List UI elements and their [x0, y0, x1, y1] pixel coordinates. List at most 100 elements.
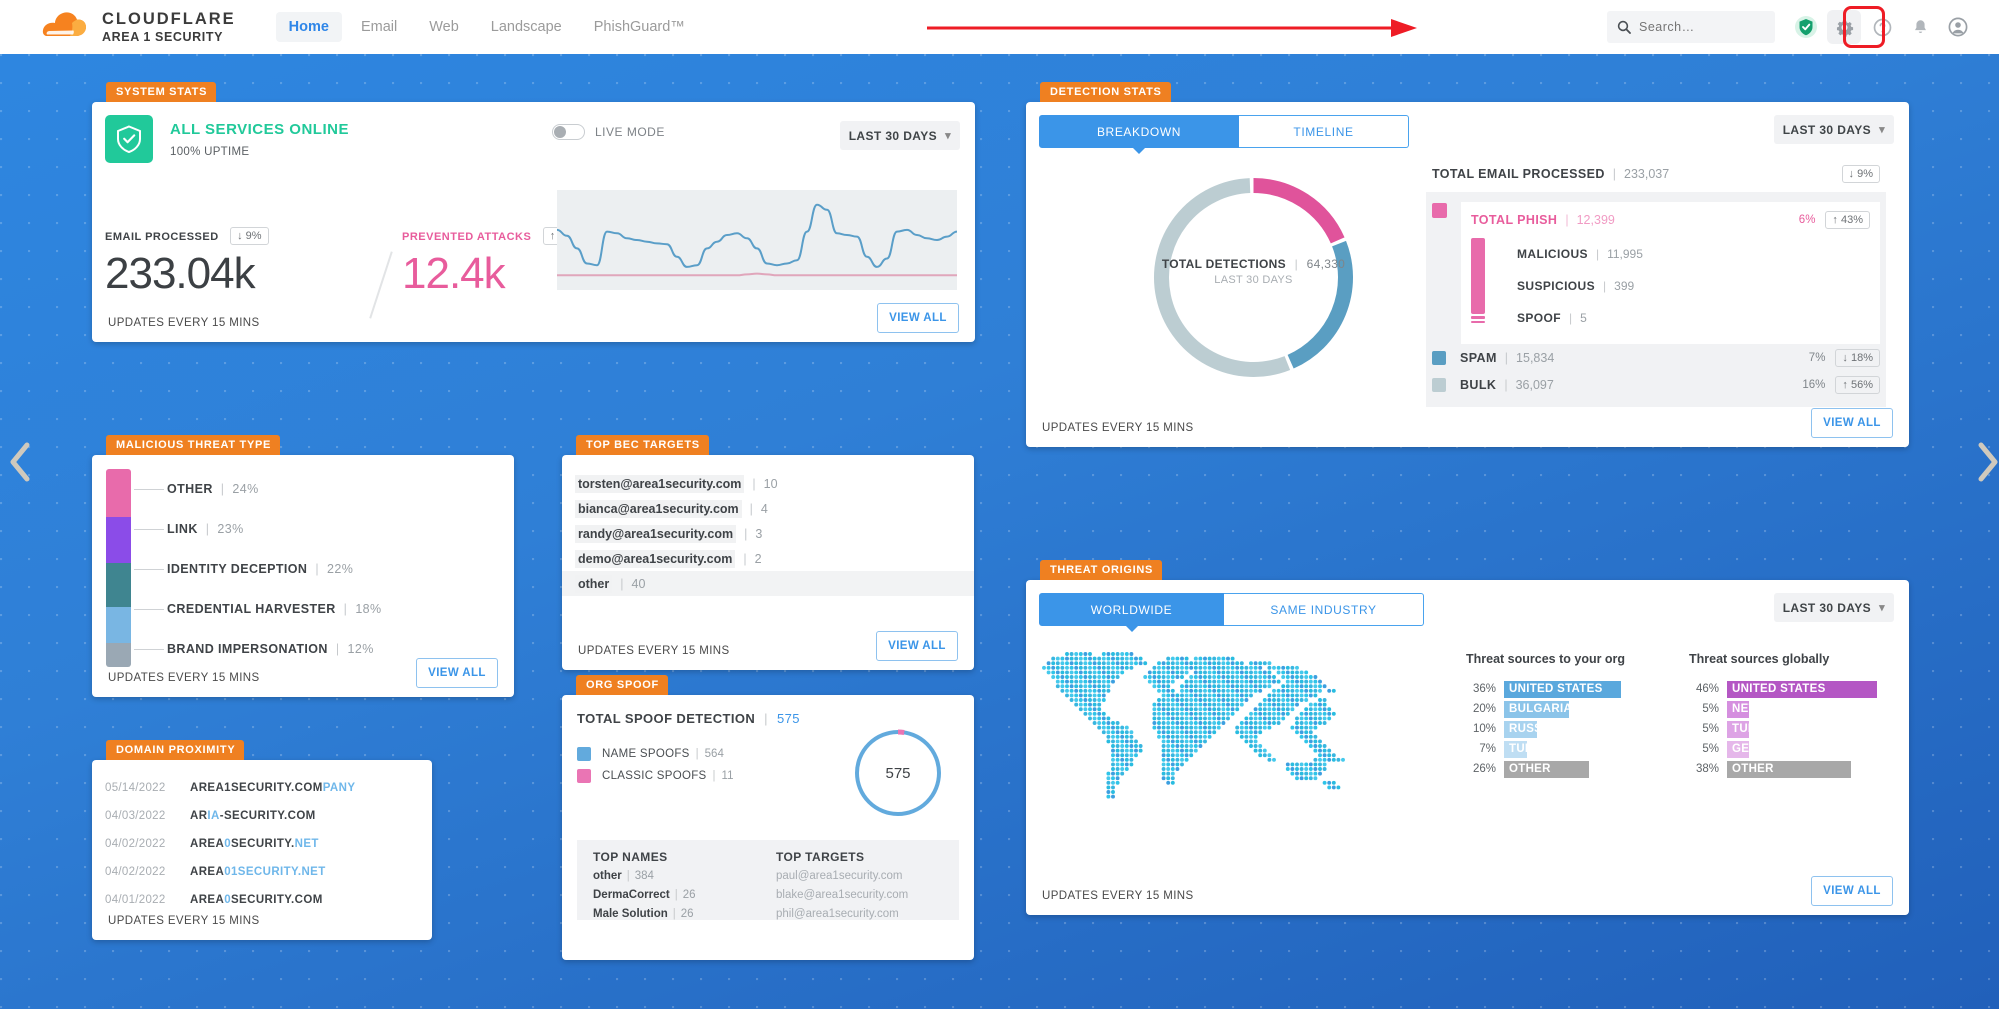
separator: | — [749, 501, 753, 516]
origins-view-all-button[interactable]: VIEW ALL — [1811, 876, 1893, 906]
tab-same-industry[interactable]: SAME INDUSTRY — [1224, 593, 1424, 626]
threat-origin-row: 38% OTHER — [1689, 759, 1884, 779]
separator: | — [620, 576, 624, 591]
prevented-attacks-value: 12.4k — [402, 249, 506, 299]
threat-origin-row: 20% BULGARIA — [1466, 699, 1661, 719]
bec-target-row: randy@area1security.com | 3 — [575, 521, 974, 546]
panel-tag-domain-proximity: DOMAIN PROXIMITY — [106, 740, 245, 760]
total-phish-value: 12,399 — [1576, 213, 1615, 227]
threat-origin-bar: GERMANY — [1727, 740, 1793, 758]
threat-type-row: LINK | 23% — [167, 509, 497, 549]
separator: | — [744, 526, 748, 541]
brand-subtitle: AREA 1 SECURITY — [102, 30, 224, 44]
detection-stats-panel: DETECTION STATS BREAKDOWN TIMELINE LAST … — [1026, 82, 1909, 447]
threat-origin-percent: 5% — [1702, 723, 1719, 735]
bec-target-email: demo@area1security.com — [575, 549, 736, 568]
malicious-threat-type-panel: MALICIOUS THREAT TYPE OTHER | 24% LINK | 23% I… — [92, 435, 514, 697]
detection-updates-label: UPDATES EVERY 15 MINS — [1042, 422, 1194, 434]
spoof-total-value: 575 — [776, 711, 800, 726]
system-date-range-select[interactable]: LAST 30 DAYS ▾ — [839, 121, 960, 150]
phish-subtype-value: 5 — [1580, 311, 1587, 325]
threat-type-label: IDENTITY DECEPTION — [167, 562, 308, 576]
detection-tabs: BREAKDOWN TIMELINE — [1039, 115, 1409, 154]
nav-item-home[interactable]: Home — [275, 12, 342, 42]
threat-origin-percent: 36% — [1472, 683, 1496, 695]
live-mode-label: LIVE MODE — [595, 125, 665, 139]
nav-item-landscape[interactable]: Landscape — [490, 19, 562, 35]
brand-logo[interactable]: CLOUDFLARE AREA 1 SECURITY — [36, 10, 236, 44]
threat-type-percent: 24% — [232, 482, 259, 496]
nav-item-email[interactable]: Email — [360, 19, 398, 35]
search-input[interactable] — [1639, 20, 1759, 34]
nav-item-phishguard[interactable]: PhishGuard™ — [593, 19, 685, 35]
spoof-legend: NAME SPOOFS | 564 CLASSIC SPOOFS | 11 — [577, 743, 734, 787]
settings-gear-button[interactable] — [1827, 10, 1861, 44]
phish-subtype-label: SPOOF — [1517, 311, 1562, 325]
domain-name: ARIA-SECURITY.COM — [190, 810, 316, 822]
threat-sources-org-column: Threat sources to your org 36% UNITED STA… — [1466, 652, 1661, 779]
separator: | — [335, 642, 340, 656]
threat-origin-percent: 7% — [1479, 743, 1496, 755]
bec-target-count: 4 — [760, 501, 768, 516]
bec-target-row: other | 40 — [562, 571, 974, 596]
chevron-down-icon: ▾ — [945, 130, 951, 142]
detection-label: BULK — [1460, 377, 1497, 392]
spoof-name: Male Solution — [593, 908, 668, 920]
bec-target-email: bianca@area1security.com — [575, 499, 742, 518]
spoof-top-names-column: TOP NAMES other | 384 DermaCorrect | 26 Male S… — [593, 850, 776, 920]
search-icon — [1617, 20, 1631, 34]
spoof-top-target-row: paul@area1security.com — [776, 870, 903, 882]
domain-proximity-panel: DOMAIN PROXIMITY 05/14/2022 AREA1SECURITY… — [92, 740, 432, 940]
threat-view-all-button[interactable]: VIEW ALL — [416, 658, 498, 688]
detection-percent: 7% — [1808, 351, 1826, 364]
tab-timeline[interactable]: TIMELINE — [1239, 115, 1409, 148]
chevron-down-icon: ▾ — [1879, 602, 1885, 614]
tab-breakdown[interactable]: BREAKDOWN — [1039, 115, 1239, 154]
tab-worldwide[interactable]: WORLDWIDE — [1039, 593, 1224, 632]
spoof-top-target-row: blake@area1security.com — [776, 889, 909, 901]
stat-divider — [369, 251, 393, 319]
origins-updates-label: UPDATES EVERY 15 MINS — [1042, 890, 1194, 902]
threat-type-percent: 23% — [217, 522, 244, 536]
phish-subtype-value: 11,995 — [1607, 247, 1643, 261]
system-view-all-button[interactable]: VIEW ALL — [877, 303, 959, 333]
notifications-button[interactable] — [1903, 10, 1937, 44]
separator: | — [1565, 213, 1569, 227]
spoof-legend-label: NAME SPOOFS — [602, 748, 690, 760]
detection-delta: ↓ 18% — [1835, 348, 1880, 367]
threat-origin-percent: 26% — [1472, 763, 1496, 775]
bec-view-all-button[interactable]: VIEW ALL — [876, 631, 958, 661]
threat-origin-row: 7% TURKEY — [1466, 739, 1661, 759]
account-button[interactable] — [1941, 10, 1975, 44]
donut-title: TOTAL DETECTIONS — [1161, 257, 1286, 271]
nav-item-web[interactable]: Web — [429, 19, 459, 35]
threat-origin-bar: NETHERLANDS — [1727, 700, 1822, 718]
threat-type-bar-segment — [106, 607, 131, 643]
chevron-down-icon: ▾ — [1879, 124, 1885, 136]
origins-date-range-select[interactable]: LAST 30 DAYS ▾ — [1773, 593, 1894, 622]
live-mode-toggle[interactable]: LIVE MODE — [552, 124, 665, 140]
search-box[interactable] — [1607, 11, 1775, 43]
spoof-top-targets-list: paul@area1security.com blake@area1securit… — [776, 870, 959, 927]
detection-date-range-select[interactable]: LAST 30 DAYS ▾ — [1773, 115, 1894, 144]
phish-subtype-row: MALICIOUS | 11,995 — [1517, 238, 1643, 270]
threat-origin-row: 5% NETHERLANDS — [1689, 699, 1884, 719]
bec-updates-label: UPDATES EVERY 15 MINS — [578, 645, 730, 657]
bec-target-email: randy@area1security.com — [575, 524, 737, 543]
spoof-legend-row: CLASSIC SPOOFS | 11 — [577, 765, 734, 787]
system-status-title: ALL SERVICES ONLINE — [170, 121, 349, 138]
carousel-prev-button[interactable] — [7, 440, 33, 492]
live-mode-switch[interactable] — [552, 124, 585, 140]
prevented-attacks-label: PREVENTED ATTACKS — [402, 231, 532, 244]
spoof-donut-chart: 575 — [852, 727, 944, 819]
panel-tag-malicious-threat-type: MALICIOUS THREAT TYPE — [106, 435, 281, 455]
threat-sources-global-header: Threat sources globally — [1689, 652, 1830, 666]
detection-view-all-button[interactable]: VIEW ALL — [1811, 408, 1893, 438]
help-button[interactable] — [1865, 10, 1899, 44]
spoof-top-name-row: Male Solution | 26 — [593, 908, 776, 927]
top-navigation-bar: CLOUDFLARE AREA 1 SECURITY Home Email We… — [0, 0, 1999, 54]
threat-connector-line — [134, 489, 164, 490]
shield-check-status-icon[interactable] — [1789, 10, 1823, 44]
carousel-next-button[interactable] — [1975, 440, 1999, 492]
separator: | — [712, 770, 716, 782]
